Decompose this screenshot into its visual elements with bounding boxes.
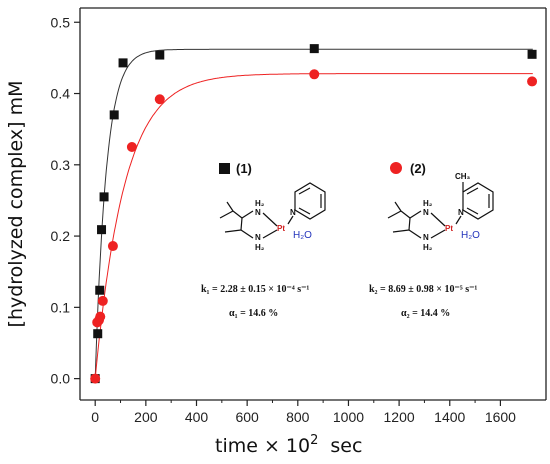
structure-compound-1: H₂ N N H₂ Pt N H₂O <box>219 182 326 252</box>
x-axis-title-exponent: 2 <box>310 433 318 448</box>
point-series-2 <box>309 69 320 80</box>
x-tick-label: 1400 <box>434 409 465 425</box>
point-series-1 <box>95 285 105 295</box>
legend-marker-2 <box>390 162 402 174</box>
point-series-2 <box>154 94 165 105</box>
point-series-1 <box>309 44 319 54</box>
legend-label-2: (2) <box>410 161 426 176</box>
y-axis-title: [hydrolyzed complex] mM <box>5 81 27 328</box>
platinum-label-2: Pt <box>445 224 453 233</box>
point-series-1 <box>118 58 128 68</box>
plot-frame <box>79 7 547 401</box>
rate-constant-2: k₂ = 8.69 ± 0.98 × 10⁻⁵ s⁻¹ <box>369 284 477 295</box>
y-tick-label: 0.3 <box>51 157 71 173</box>
point-series-1 <box>99 192 109 202</box>
amine-n-top: N <box>255 208 261 217</box>
y-tick-label: 0.2 <box>51 228 71 244</box>
x-tick-label: 1600 <box>485 409 516 425</box>
legend-marker-1 <box>219 163 230 174</box>
structure-compound-2: CH₃ H₂ N N H₂ Pt N H₂O <box>387 172 494 252</box>
ethylenediamine-backbone-2 <box>387 182 464 239</box>
x-tick-label: 1200 <box>384 409 415 425</box>
x-tick-label: 800 <box>286 409 310 425</box>
x-tick-label: 200 <box>134 409 158 425</box>
x-axis-ticks: 0 200 400 600 800 1000 1200 1400 1600 <box>91 400 516 425</box>
y-tick-label: 0.1 <box>51 299 71 315</box>
y-tick-label: 0.5 <box>51 14 71 30</box>
ethylenediamine-backbone <box>219 201 294 239</box>
amine-h2-top-2: H₂ <box>423 199 433 208</box>
point-series-2 <box>90 373 101 384</box>
pyridine-ring-1 <box>294 182 326 220</box>
amine-h2-bottom: H₂ <box>255 243 265 252</box>
y-tick-label: 0.4 <box>51 86 71 102</box>
alpha-2: α₂ = 14.4 % <box>401 308 450 319</box>
amine-n-top-2: N <box>423 208 429 217</box>
point-series-2 <box>95 311 106 322</box>
pyridine-n: N <box>290 208 296 217</box>
x-tick-label: 1000 <box>333 409 364 425</box>
x-tick-label: 600 <box>235 409 259 425</box>
x-tick-label: 400 <box>185 409 209 425</box>
legend-compound-1: (1) <box>219 161 252 176</box>
legend-compound-2: (2) <box>390 161 426 176</box>
y-tick-label: 0.0 <box>51 371 71 387</box>
x-axis-title: time × 102 sec <box>215 433 362 457</box>
water-ligand-2: H₂O <box>461 230 480 241</box>
pyridine-n-2: N <box>458 208 464 217</box>
platinum-label: Pt <box>277 224 285 233</box>
fit-curve-2 <box>94 73 533 379</box>
point-series-2 <box>107 241 118 252</box>
x-tick-label: 0 <box>91 409 99 425</box>
y-axis-ticks: 0.0 0.1 0.2 0.3 0.4 0.5 <box>51 14 80 387</box>
point-series-1 <box>155 50 165 60</box>
data-points <box>90 44 538 384</box>
point-series-1 <box>97 225 107 235</box>
point-series-1 <box>93 329 103 339</box>
point-series-1 <box>527 49 537 59</box>
point-series-1 <box>109 110 119 120</box>
water-ligand: H₂O <box>293 230 312 241</box>
point-series-2 <box>527 76 538 87</box>
methyl-group: CH₃ <box>455 172 471 181</box>
x-axis-title-unit: sec <box>330 435 362 457</box>
point-series-2 <box>97 295 108 306</box>
amine-n-bottom-2: N <box>423 233 429 242</box>
pyridine-ring-2 <box>462 182 494 220</box>
point-series-2 <box>126 141 137 152</box>
alpha-1: α₁ = 14.6 % <box>229 308 278 319</box>
amine-n-bottom: N <box>255 233 261 242</box>
amine-h2-top: H₂ <box>255 199 265 208</box>
amine-h2-bottom-2: H₂ <box>423 243 433 252</box>
legend-label-1: (1) <box>236 161 252 176</box>
rate-constant-1: k₁ = 2.28 ± 0.15 × 10⁻⁴ s⁻¹ <box>201 284 309 295</box>
x-axis-title-main: time × 10 <box>215 435 310 457</box>
